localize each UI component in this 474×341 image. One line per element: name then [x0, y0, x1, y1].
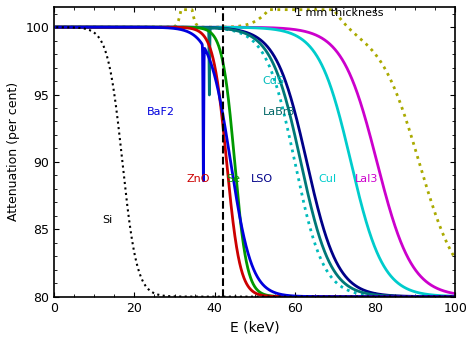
Text: CdS: CdS [263, 76, 285, 86]
Text: 1 mm thickness: 1 mm thickness [295, 9, 383, 18]
Text: LSO: LSO [251, 174, 273, 184]
Text: BaF2: BaF2 [146, 107, 174, 117]
Text: CuI: CuI [319, 174, 337, 184]
X-axis label: E (keV): E (keV) [230, 320, 280, 334]
Text: LaI3: LaI3 [355, 174, 378, 184]
Text: Se: Se [227, 174, 241, 184]
Y-axis label: Attenuation (per cent): Attenuation (per cent) [7, 82, 20, 221]
Text: Si: Si [102, 214, 113, 224]
Text: ZnO: ZnO [187, 174, 210, 184]
Text: LaBr3: LaBr3 [263, 107, 295, 117]
